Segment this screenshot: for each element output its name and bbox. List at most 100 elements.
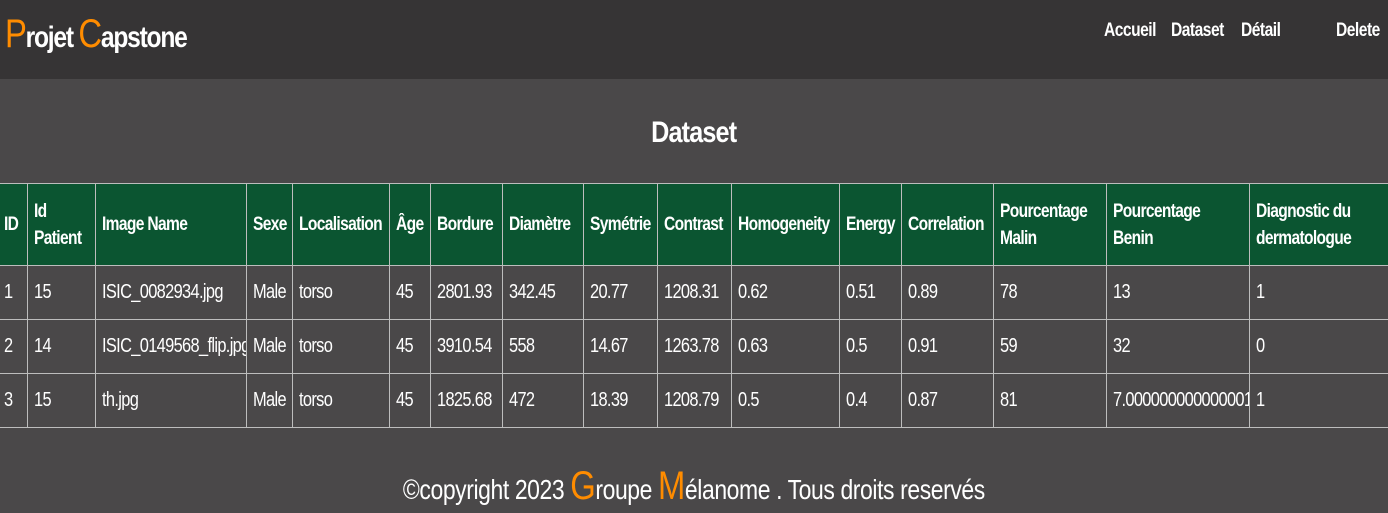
table-cell-value: torso bbox=[299, 281, 333, 303]
column-header-label: Pourcentage Benin bbox=[1113, 200, 1201, 249]
column-header-label: Bordure bbox=[437, 214, 494, 235]
table-cell-value: 1825.68 bbox=[437, 389, 492, 411]
table-cell-homogeneity: 0.62 bbox=[731, 265, 840, 320]
table-cell-value: 0.63 bbox=[738, 335, 768, 357]
table-cell-value: torso bbox=[299, 335, 333, 357]
table-cell-value: ISIC_0149568_flip.jpg bbox=[102, 335, 247, 357]
table-cell-value: Male bbox=[253, 335, 287, 357]
table-cell-contrast: 1208.31 bbox=[657, 265, 732, 320]
column-header-pourcentage-malin: Pourcentage Malin bbox=[993, 183, 1107, 266]
column-header-label: ID bbox=[4, 214, 19, 235]
table-cell-value: 45 bbox=[396, 281, 414, 303]
table-cell-value: 1 bbox=[4, 281, 13, 303]
page-title-text: Dataset bbox=[651, 116, 737, 149]
table-cell-value: ISIC_0082934.jpg bbox=[102, 281, 223, 303]
table-cell-diametre: 472 bbox=[502, 373, 584, 428]
footer-rest: élanome . Tous droits reservés bbox=[685, 474, 985, 505]
table-cell-value: 13 bbox=[1113, 281, 1131, 303]
table-cell-diametre: 342.45 bbox=[502, 265, 584, 320]
column-header-id: ID bbox=[0, 183, 28, 266]
table-cell-value: torso bbox=[299, 389, 333, 411]
table-cell-diametre: 558 bbox=[502, 319, 584, 374]
table-cell-value: Male bbox=[253, 389, 287, 411]
table-cell-pourcentage-malin: 81 bbox=[993, 373, 1107, 428]
navbar: Projet Capstone Accueil Dataset Détail D… bbox=[0, 0, 1388, 79]
table-cell-correlation: 0.89 bbox=[901, 265, 994, 320]
column-header-label: Symétrie bbox=[590, 214, 651, 235]
footer-initial-m: M bbox=[658, 464, 686, 508]
column-header-label: Pourcentage Malin bbox=[1000, 200, 1088, 249]
table-cell-value: 81 bbox=[1000, 389, 1018, 411]
column-header-correlation: Correlation bbox=[901, 183, 994, 266]
table-cell-value: 1 bbox=[1256, 281, 1265, 303]
table-cell-value: 18.39 bbox=[590, 389, 628, 411]
table-header-row: ID Id Patient Image Name Sexe Localisation Âg… bbox=[0, 183, 1388, 266]
table-cell-pourcentage-malin: 59 bbox=[993, 319, 1107, 374]
table-cell-id-patient: 14 bbox=[27, 319, 96, 374]
table-cell-localisation: torso bbox=[292, 265, 390, 320]
column-header-age: Âge bbox=[389, 183, 431, 266]
table-cell-value: 558 bbox=[509, 335, 535, 357]
column-header-diagnostic: Diagnostic du dermatologue bbox=[1249, 183, 1388, 266]
table-cell-image-name: ISIC_0082934.jpg bbox=[95, 265, 247, 320]
table-cell-energy: 0.4 bbox=[839, 373, 902, 428]
brand-initial-c: C bbox=[78, 12, 102, 56]
nav-link-detail[interactable]: Détail bbox=[1241, 20, 1281, 41]
table-cell-value: 78 bbox=[1000, 281, 1018, 303]
table-cell-age: 45 bbox=[389, 373, 431, 428]
table-cell-value: 7.000000000000001 bbox=[1113, 389, 1250, 411]
nav-link-delete[interactable]: Delete bbox=[1336, 20, 1380, 41]
table-cell-localisation: torso bbox=[292, 373, 390, 428]
column-header-diametre: Diamètre bbox=[502, 183, 584, 266]
column-header-label: Correlation bbox=[908, 214, 985, 235]
table-cell-value: 0.91 bbox=[908, 335, 938, 357]
column-header-bordure: Bordure bbox=[430, 183, 503, 266]
table-cell-contrast: 1208.79 bbox=[657, 373, 732, 428]
table-row: 3 15 th.jpg Male torso 45 1825.68 472 18.39 1208.… bbox=[0, 373, 1388, 428]
table-cell-value: 342.45 bbox=[509, 281, 556, 303]
brand-word-capstone: apstone bbox=[100, 21, 188, 54]
table-cell-localisation: torso bbox=[292, 319, 390, 374]
table-cell-diagnostic: 1 bbox=[1249, 265, 1388, 320]
table-cell-value: 1208.79 bbox=[664, 389, 719, 411]
brand-logo[interactable]: Projet Capstone bbox=[5, 12, 188, 56]
table-cell-homogeneity: 0.63 bbox=[731, 319, 840, 374]
table-cell-age: 45 bbox=[389, 265, 431, 320]
table-cell-value: 1 bbox=[1256, 389, 1265, 411]
table-cell-pourcentage-benin: 7.000000000000001 bbox=[1106, 373, 1250, 428]
table-cell-contrast: 1263.78 bbox=[657, 319, 732, 374]
table-cell-age: 45 bbox=[389, 319, 431, 374]
table-cell-diagnostic: 0 bbox=[1249, 319, 1388, 374]
dataset-table: ID Id Patient Image Name Sexe Localisation Âg… bbox=[0, 183, 1388, 428]
table-body: 1 15 ISIC_0082934.jpg Male torso 45 2801.93 342… bbox=[0, 265, 1388, 428]
table-cell-value: 59 bbox=[1000, 335, 1018, 357]
table-cell-value: 0.5 bbox=[846, 335, 867, 357]
footer-prefix: ©copyright 2023 bbox=[403, 474, 571, 505]
table-cell-value: 20.77 bbox=[590, 281, 628, 303]
nav-link-dataset[interactable]: Dataset bbox=[1171, 20, 1224, 41]
column-header-pourcentage-benin: Pourcentage Benin bbox=[1106, 183, 1250, 266]
table-cell-bordure: 2801.93 bbox=[430, 265, 503, 320]
table-cell-symetrie: 18.39 bbox=[583, 373, 658, 428]
column-header-label: Contrast bbox=[664, 214, 723, 235]
column-header-label: Homogeneity bbox=[738, 214, 830, 235]
table-cell-symetrie: 20.77 bbox=[583, 265, 658, 320]
table-cell-id: 3 bbox=[0, 373, 28, 428]
table-cell-value: 1263.78 bbox=[664, 335, 719, 357]
nav-link-accueil[interactable]: Accueil bbox=[1104, 20, 1156, 41]
table-cell-homogeneity: 0.5 bbox=[731, 373, 840, 428]
table-cell-value: 0 bbox=[1256, 335, 1265, 357]
table-cell-sexe: Male bbox=[246, 265, 293, 320]
column-header-symetrie: Symétrie bbox=[583, 183, 658, 266]
table-cell-id: 1 bbox=[0, 265, 28, 320]
column-header-localisation: Localisation bbox=[292, 183, 390, 266]
table-cell-value: 472 bbox=[509, 389, 535, 411]
table-cell-image-name: ISIC_0149568_flip.jpg bbox=[95, 319, 247, 374]
column-header-contrast: Contrast bbox=[657, 183, 732, 266]
table-cell-value: 0.5 bbox=[738, 389, 759, 411]
table-cell-correlation: 0.87 bbox=[901, 373, 994, 428]
table-cell-value: 0.51 bbox=[846, 281, 876, 303]
table-cell-pourcentage-benin: 13 bbox=[1106, 265, 1250, 320]
table-cell-pourcentage-benin: 32 bbox=[1106, 319, 1250, 374]
column-header-label: Energy bbox=[846, 214, 896, 235]
